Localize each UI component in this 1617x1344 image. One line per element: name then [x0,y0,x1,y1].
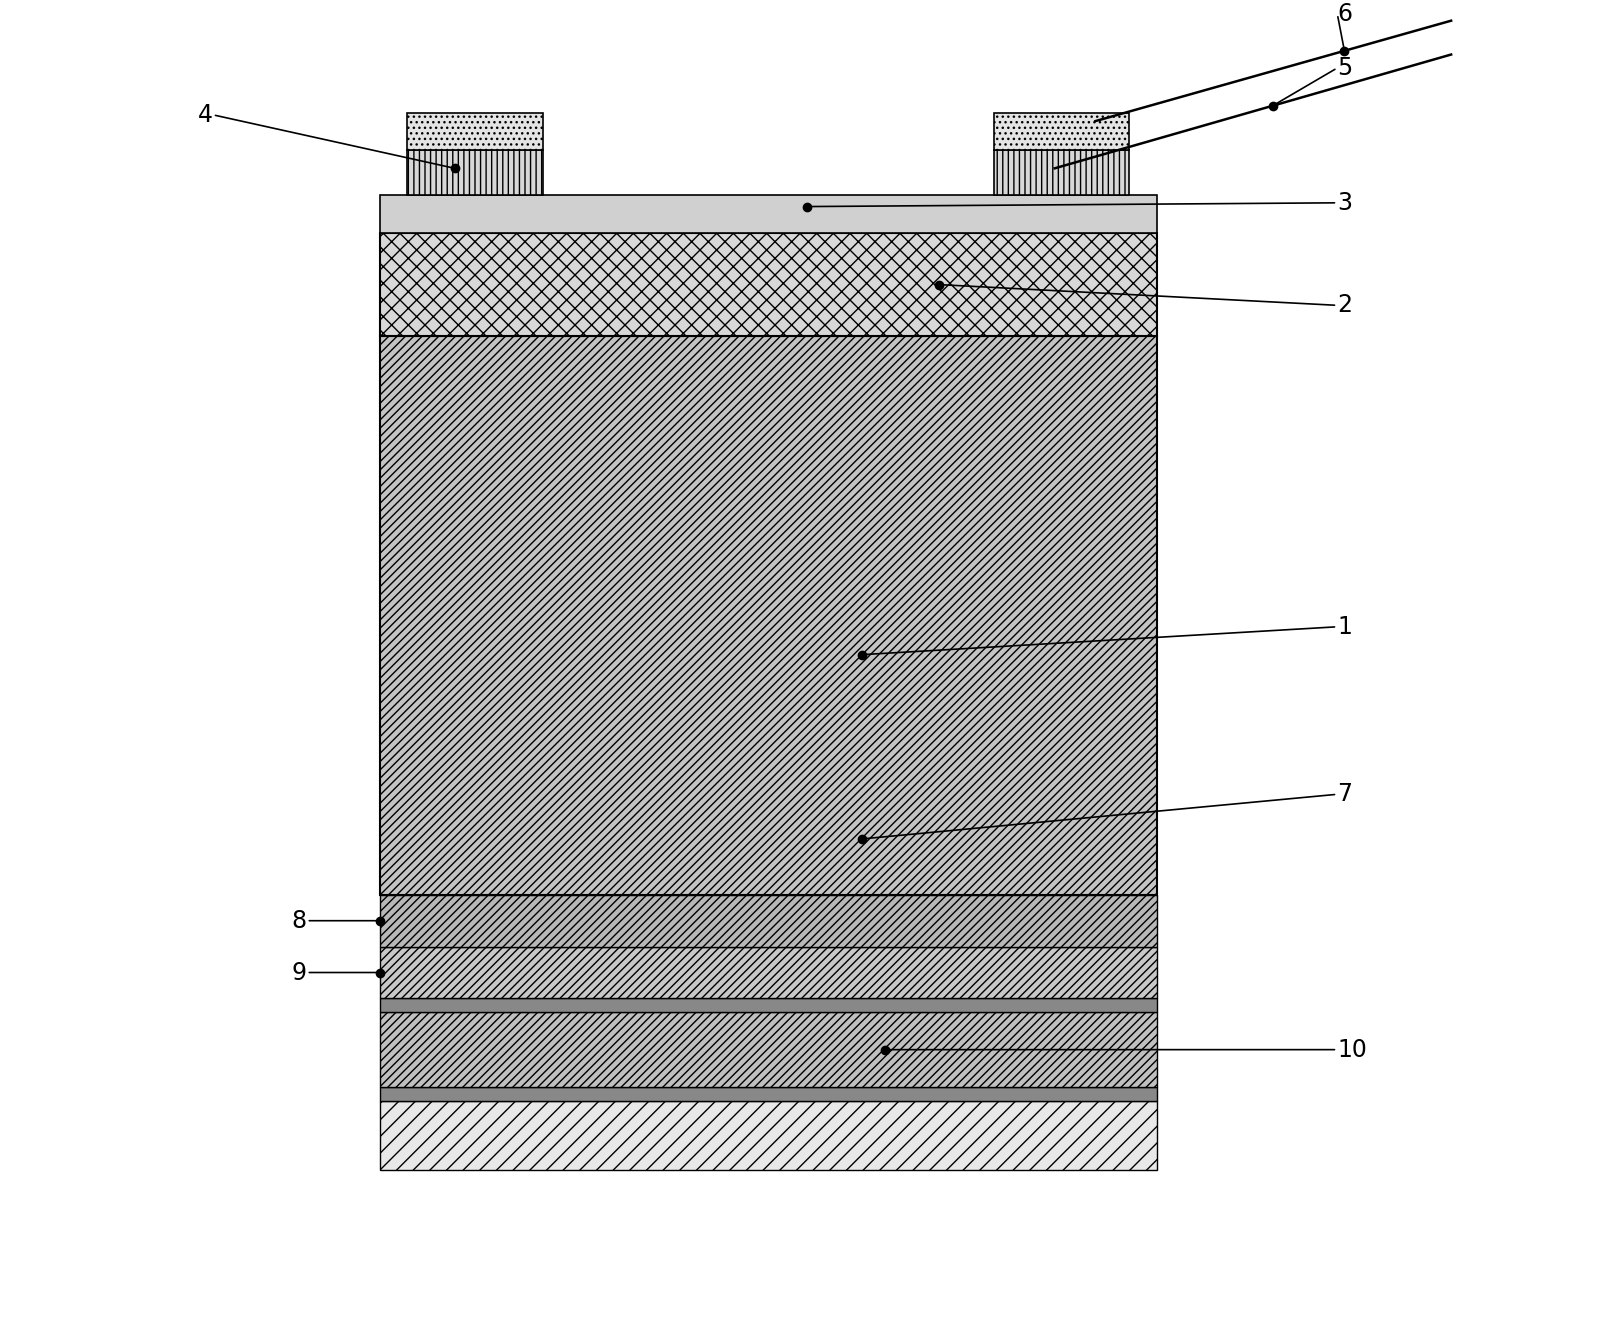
Text: 5: 5 [1337,56,1352,79]
Bar [380,233,1156,336]
Text: 3: 3 [1337,191,1352,215]
Bar [380,999,1156,1012]
Text: 4: 4 [197,102,213,126]
Bar [380,1012,1156,1087]
Text: 2: 2 [1337,293,1352,317]
Bar [407,113,543,151]
Text: 7: 7 [1337,782,1352,806]
Text: 9: 9 [291,961,307,985]
Bar [380,895,1156,946]
Bar [407,151,543,195]
Bar [380,195,1156,233]
Text: 6: 6 [1337,1,1352,26]
Bar [993,113,1129,151]
Bar [380,1087,1156,1101]
Text: 1: 1 [1337,614,1352,638]
Text: 8: 8 [291,909,307,933]
Bar [993,151,1129,195]
Text: 10: 10 [1337,1038,1368,1062]
Bar [380,1101,1156,1171]
Bar [380,946,1156,999]
Bar [380,336,1156,895]
